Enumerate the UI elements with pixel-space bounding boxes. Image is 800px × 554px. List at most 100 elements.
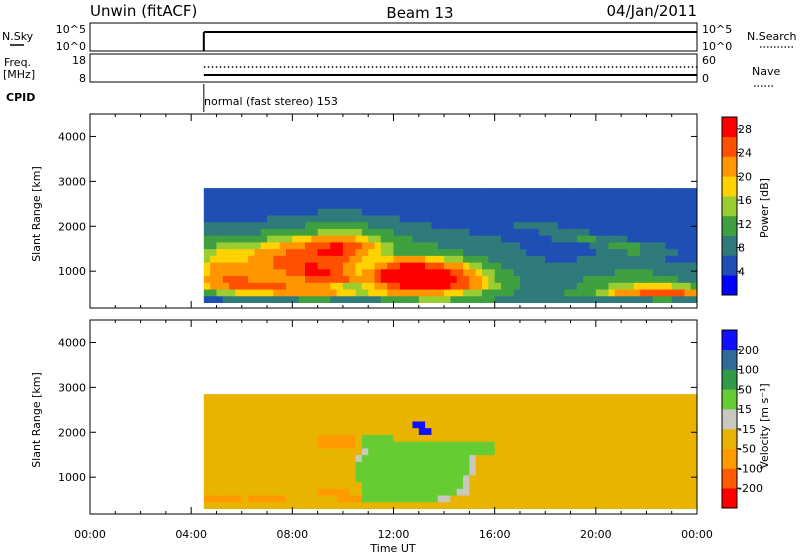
heatmap-cell [241, 248, 249, 256]
heatmap-cell [298, 295, 306, 304]
heatmap-cell [608, 447, 616, 456]
heatmap-cell [431, 434, 439, 442]
heatmap-cell [330, 201, 337, 209]
heatmap-cell [545, 194, 552, 202]
heatmap-cell [690, 501, 698, 510]
velocity-heatmap [203, 394, 698, 510]
heatmap-cell [292, 295, 300, 304]
heatmap-cell [279, 421, 287, 429]
heatmap-cell [614, 241, 622, 250]
heatmap-cell [355, 228, 363, 236]
heatmap-cell [532, 228, 540, 236]
heatmap-cell [614, 421, 622, 429]
heatmap-cell [602, 262, 609, 270]
heatmap-cell [387, 275, 394, 283]
heatmap-cell [235, 495, 243, 503]
heatmap-cell [418, 228, 426, 236]
heatmap-cell [412, 215, 420, 223]
heatmap-cell [602, 235, 609, 243]
heatmap-cell [431, 188, 439, 196]
heatmap-cell [551, 295, 559, 304]
heatmap-cell [330, 275, 337, 283]
heatmap-cell [538, 201, 546, 209]
heatmap-cell [488, 427, 496, 435]
heatmap-cell [317, 248, 325, 256]
heatmap-cell [507, 407, 515, 415]
heatmap-cell [551, 241, 559, 250]
heatmap-cell [570, 441, 578, 449]
heatmap-cell [684, 481, 692, 489]
heatmap-cell [437, 248, 445, 256]
heatmap-cell [317, 421, 325, 429]
heatmap-cell [387, 468, 394, 476]
power-heatmap [203, 188, 698, 304]
heatmap-cell [241, 228, 249, 236]
heatmap-cell [248, 474, 255, 483]
heatmap-cell [336, 188, 344, 196]
heatmap-cell [292, 427, 300, 435]
heatmap-cell [267, 501, 274, 510]
heatmap-cell [652, 289, 660, 297]
heatmap-cell [431, 414, 439, 422]
heatmap-cell [557, 447, 565, 456]
heatmap-cell [399, 461, 407, 469]
heatmap-cell [564, 235, 571, 243]
heatmap-cell [399, 474, 407, 483]
heatmap-cell [665, 235, 673, 243]
heatmap-cell [336, 447, 344, 456]
heatmap-cell [665, 447, 673, 456]
heatmap-cell [380, 454, 388, 462]
heatmap-cell [311, 495, 319, 503]
heatmap-cell [475, 461, 483, 469]
heatmap-cell [633, 241, 641, 250]
heatmap-cell [311, 474, 319, 483]
heatmap-cell [532, 495, 540, 503]
heatmap-cell [317, 461, 325, 469]
heatmap-cell [678, 194, 685, 202]
heatmap-cell [595, 255, 603, 263]
heatmap-cell [425, 441, 432, 449]
heatmap-cell [393, 394, 401, 402]
y-tick-label: 2000 [58, 426, 86, 439]
heatmap-cell [304, 201, 312, 209]
heatmap-cell [349, 228, 356, 236]
heatmap-cell [545, 208, 552, 216]
heatmap-cell [216, 241, 224, 250]
heatmap-cell [286, 255, 293, 263]
heatmap-cell [690, 468, 698, 476]
heatmap-cell [311, 421, 319, 429]
heatmap-cell [526, 275, 533, 283]
heatmap-cell [330, 474, 337, 483]
heatmap-cell [646, 474, 654, 483]
heatmap-cell [488, 188, 496, 196]
heatmap-cell [273, 262, 281, 270]
heatmap-cell [665, 495, 673, 503]
heatmap-cell [203, 447, 211, 456]
heatmap-cell [557, 221, 565, 229]
heatmap-cell [229, 447, 236, 456]
heatmap-cell [665, 474, 673, 483]
heatmap-cell [222, 394, 230, 402]
heatmap-cell [494, 201, 502, 209]
heatmap-cell [248, 447, 255, 456]
heatmap-cell [393, 248, 401, 256]
heatmap-cell [469, 481, 477, 489]
heatmap-cell [456, 255, 464, 263]
heatmap-cell [292, 501, 300, 510]
heatmap-cell [646, 194, 654, 202]
heatmap-cell [254, 188, 262, 196]
heatmap-cell [652, 488, 660, 496]
heatmap-cell [678, 208, 685, 216]
heatmap-cell [286, 421, 293, 429]
heatmap-cell [387, 454, 394, 462]
heatmap-cell [292, 447, 300, 456]
heatmap-cell [412, 241, 420, 250]
heatmap-cell [500, 201, 508, 209]
heatmap-cell [361, 414, 369, 422]
heatmap-cell [589, 461, 597, 469]
heatmap-cell [564, 255, 571, 263]
heatmap-cell [608, 414, 616, 422]
heatmap-cell [387, 394, 394, 402]
